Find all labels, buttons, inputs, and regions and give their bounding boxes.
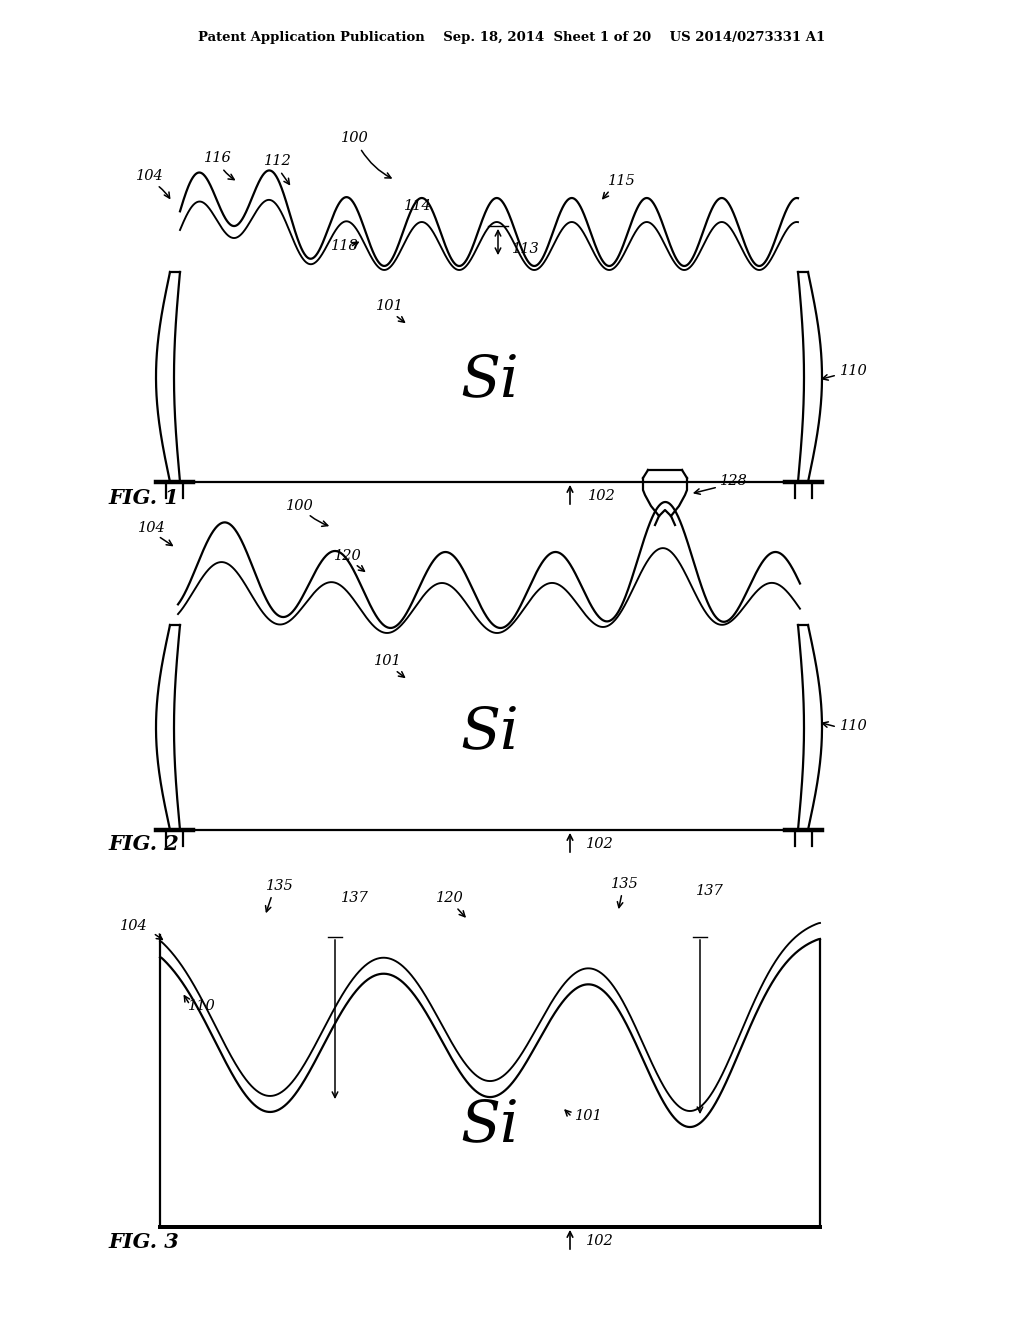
Text: 100: 100: [341, 131, 369, 145]
Text: 120: 120: [436, 891, 464, 906]
Text: 137: 137: [696, 884, 724, 898]
Text: 101: 101: [374, 653, 401, 668]
Text: FIG. 2: FIG. 2: [108, 834, 179, 854]
Text: 100: 100: [286, 499, 314, 513]
Text: 110: 110: [840, 364, 867, 378]
Text: Si: Si: [461, 351, 519, 408]
Text: Si: Si: [461, 704, 519, 760]
Text: 104: 104: [120, 919, 148, 933]
Text: 102: 102: [586, 837, 613, 851]
Text: FIG. 1: FIG. 1: [108, 488, 179, 508]
Text: 118: 118: [331, 239, 358, 253]
Text: 110: 110: [840, 719, 867, 733]
Text: Si: Si: [461, 1097, 519, 1154]
Text: 102: 102: [586, 1234, 613, 1247]
Text: 116: 116: [204, 150, 231, 165]
Text: 128: 128: [720, 474, 748, 488]
Text: 110: 110: [188, 999, 216, 1012]
Text: FIG. 3: FIG. 3: [108, 1232, 179, 1251]
Text: 137: 137: [341, 891, 369, 906]
Text: 101: 101: [575, 1109, 603, 1123]
Text: 104: 104: [138, 521, 166, 535]
Text: 101: 101: [376, 300, 403, 313]
Text: 114: 114: [404, 199, 432, 213]
Text: 115: 115: [608, 174, 636, 187]
Text: 135: 135: [266, 879, 294, 894]
Text: 120: 120: [334, 549, 361, 564]
Text: 112: 112: [264, 154, 292, 168]
Text: 104: 104: [136, 169, 164, 183]
Text: 113: 113: [512, 242, 540, 256]
Text: 102: 102: [588, 488, 615, 503]
Text: Patent Application Publication    Sep. 18, 2014  Sheet 1 of 20    US 2014/027333: Patent Application Publication Sep. 18, …: [199, 30, 825, 44]
Text: 135: 135: [611, 876, 639, 891]
